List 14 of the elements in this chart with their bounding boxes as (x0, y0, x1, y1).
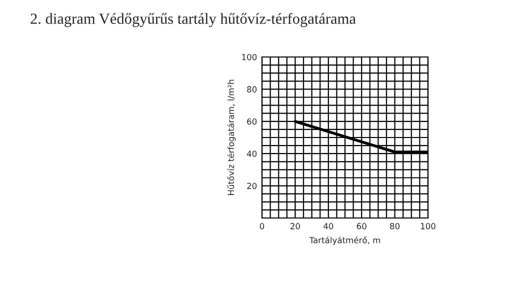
x-tick-label: 60 (356, 223, 366, 230)
y-tick-label: 20 (247, 182, 257, 190)
y-tick-label: 80 (247, 86, 257, 92)
y-tick-label: 40 (246, 150, 257, 157)
chart-title: 2. diagram Védőgyűrűs tartály hűtővíz-térfogatárama (30, 12, 356, 28)
y-axis-title: Hűtővíz térfogatáram, l/m²h (227, 80, 236, 195)
x-tick-label: 20 (290, 223, 300, 230)
x-tick-label: 100 (420, 223, 436, 230)
x-tick-label: 0 (260, 223, 264, 230)
x-tick-label: 80 (390, 223, 400, 230)
y-tick-label: 60 (247, 118, 257, 125)
y-tick-label: 100 (242, 54, 257, 60)
x-tick-label: 40 (324, 223, 334, 230)
x-axis-title: Tartályátmérő, m (309, 236, 380, 245)
